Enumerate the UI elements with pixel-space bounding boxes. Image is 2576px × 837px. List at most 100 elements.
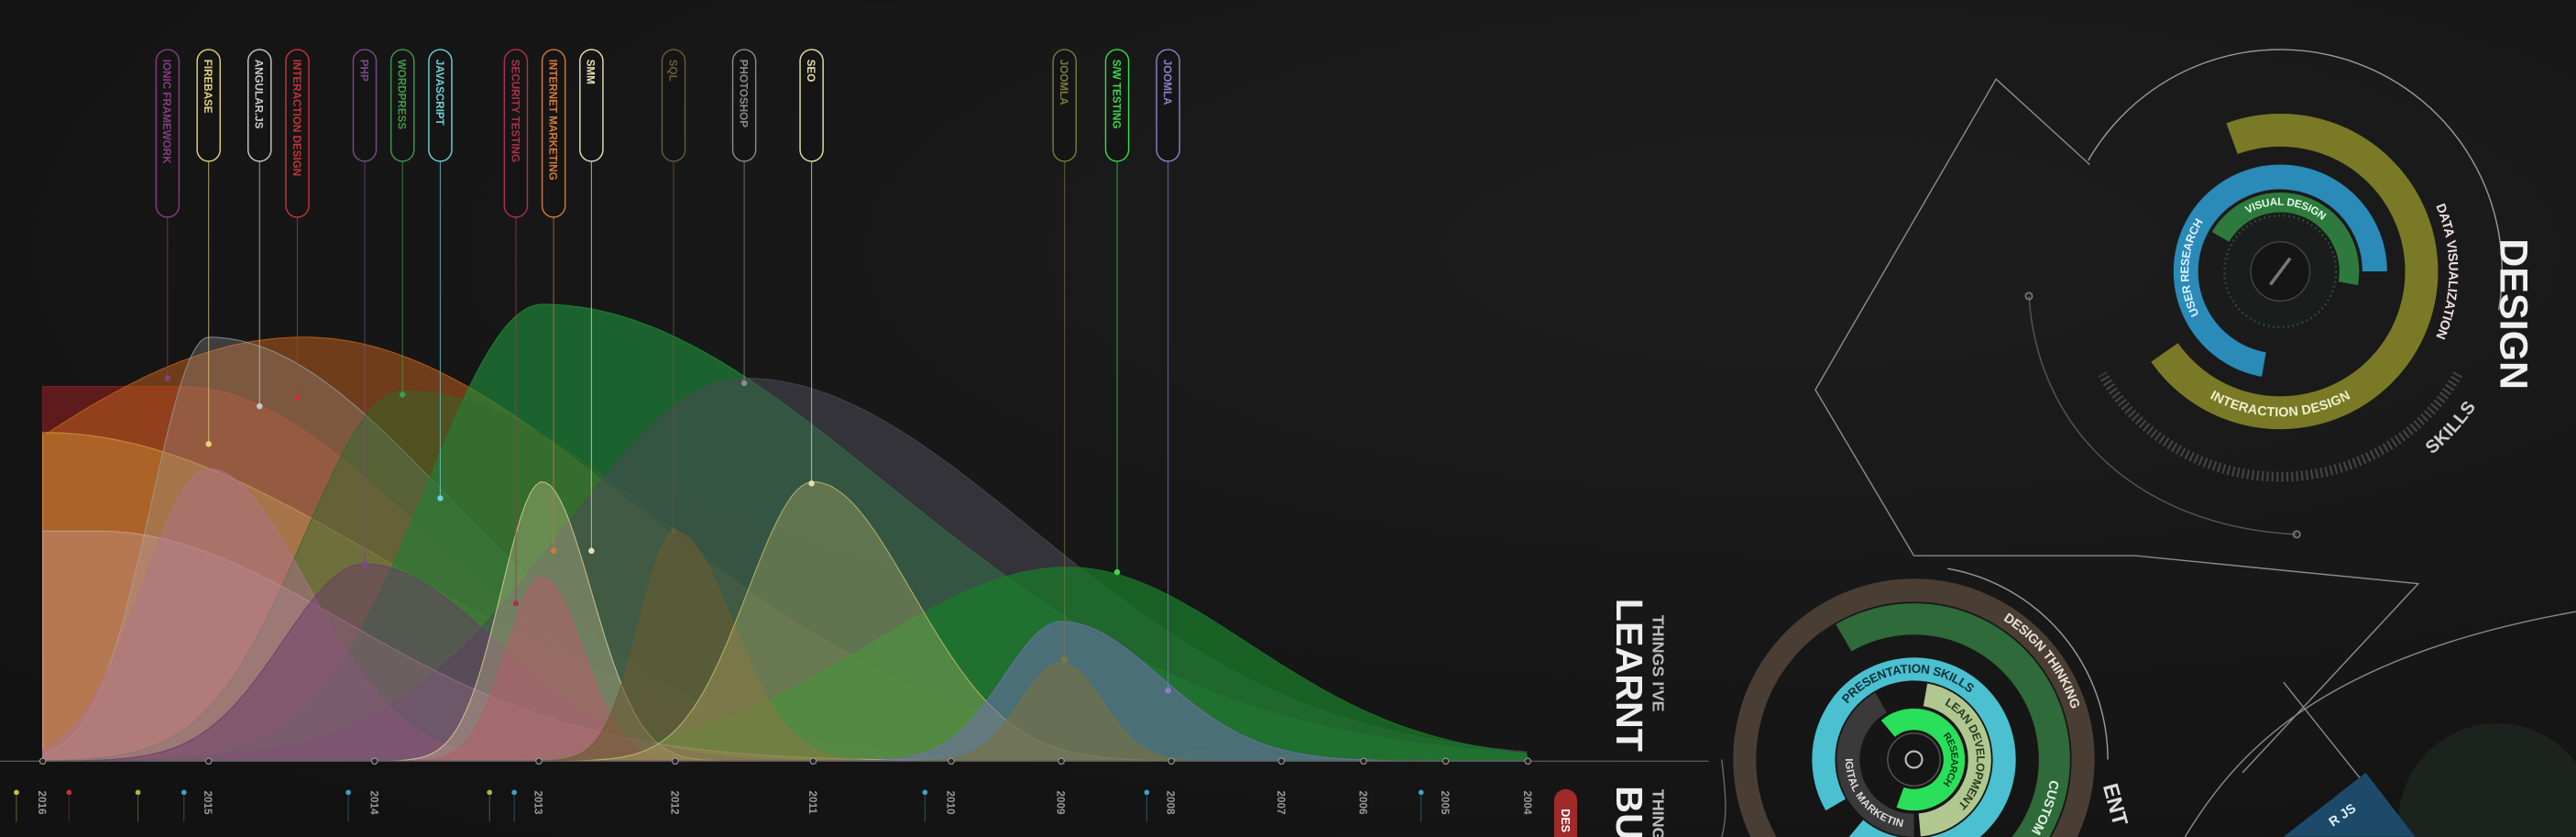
skill-tag-label: JOOMLA — [1058, 60, 1069, 105]
skill-tag-label: JOOMLA — [1161, 60, 1173, 105]
year-label: 2009 — [1055, 791, 1067, 815]
skill-tag-label: SQL — [666, 60, 678, 82]
panel-outline — [2028, 295, 2297, 535]
panel-outline — [2184, 611, 2576, 837]
badge-label: DES — [1559, 809, 1572, 832]
year-label: 2016 — [36, 791, 48, 815]
panel-outline — [1721, 759, 1726, 837]
year-tick — [948, 757, 955, 765]
tag-dot — [740, 380, 748, 387]
section-heading: LEARNT — [1608, 599, 1650, 752]
ring-segment — [2173, 164, 2387, 377]
year-tick — [535, 757, 543, 765]
ring-icon — [2269, 257, 2292, 286]
year-tick — [1277, 757, 1286, 765]
tag-dot — [399, 391, 406, 398]
legend-dot — [345, 789, 351, 796]
tag-dot — [588, 547, 595, 555]
ring-segment — [1812, 657, 2016, 837]
year-tick — [1360, 757, 1367, 765]
year-tick — [370, 757, 378, 765]
ring-core — [1887, 732, 1941, 787]
ring-outline — [2098, 371, 2463, 482]
year-label: 2011 — [806, 791, 818, 815]
legend-dot — [135, 789, 141, 796]
skill-tag-label: INTERNET MARKETING — [546, 60, 558, 181]
skill-tag — [155, 49, 181, 218]
skill-tag-label: JAVASCRIPT — [433, 60, 445, 126]
ring-fragment — [2398, 723, 2576, 837]
legend-dot — [1144, 789, 1150, 796]
skill-tag-label: FIREBASE — [202, 60, 214, 114]
skill-tag — [503, 49, 529, 218]
tag-dot — [670, 528, 677, 534]
skill-tag — [1156, 49, 1180, 162]
skill-tag — [196, 49, 221, 162]
skill-tag — [1104, 49, 1130, 162]
skill-tag-label: SEO — [805, 60, 817, 83]
section-heading-small: THINGS I'VE — [1649, 615, 1667, 712]
ring-segment — [1918, 683, 1991, 837]
skills-chart: IONIC FRAMEWORK FIREBASE ANGULAR.JS INTERAC… — [0, 49, 1709, 837]
badge — [1553, 788, 1578, 837]
legend-dot — [511, 789, 517, 796]
tag-dot — [294, 394, 301, 402]
skill-tag — [731, 49, 757, 162]
year-tick — [672, 757, 679, 765]
skill-tag — [285, 49, 310, 218]
panel-outline — [1814, 78, 2420, 774]
year-tick — [1167, 757, 1175, 765]
skill-tag-label: ANGULAR.JS — [253, 60, 265, 129]
tag-dot — [1113, 568, 1121, 576]
ring-segment — [1836, 692, 1914, 837]
year-label: 2004 — [1521, 791, 1533, 815]
skill-tag — [579, 49, 604, 162]
skill-tag-label: IONIC FRAMEWORK — [160, 60, 172, 164]
year-label: 2012 — [668, 791, 680, 815]
legend-dot — [14, 789, 19, 796]
legend-dot — [922, 789, 928, 796]
skill-tag-label: S/W TESTING — [1110, 60, 1122, 129]
tag-dot — [205, 441, 212, 447]
tag-dot — [1061, 655, 1068, 663]
node — [2292, 530, 2301, 539]
section-heading-small: THINGS I'VE — [1649, 789, 1667, 837]
ring-segment — [1836, 603, 2070, 837]
year-label: 2006 — [1356, 791, 1368, 815]
year-label: 2008 — [1165, 791, 1177, 815]
tag-dot — [361, 560, 368, 567]
node — [2024, 292, 2033, 301]
skill-tag-label: PHP — [357, 60, 369, 82]
skill-tag — [661, 49, 686, 162]
ring-outline — [1947, 567, 2109, 760]
year-tick — [809, 757, 817, 765]
year-label: 2015 — [202, 791, 214, 815]
year-tick — [1441, 757, 1450, 765]
year-label: 2007 — [1275, 791, 1287, 815]
skill-tag — [1052, 49, 1077, 162]
skill-tag — [247, 49, 272, 162]
year-tick — [1058, 757, 1065, 765]
skill-tag — [541, 49, 566, 218]
year-tick — [204, 757, 213, 765]
year-label: 2013 — [532, 791, 544, 815]
ring-segment — [2151, 113, 2439, 430]
tag-dot — [550, 547, 557, 555]
tag-dot — [512, 600, 520, 607]
ring-fragment — [2283, 772, 2416, 837]
skill-tag — [352, 49, 378, 162]
ring-outline — [2088, 49, 2504, 311]
skill-tag — [389, 49, 415, 162]
ring-segment — [1733, 578, 2095, 837]
ring-icon — [1904, 750, 1924, 769]
ring-segment — [1880, 708, 1966, 811]
skill-tag — [428, 49, 453, 162]
ring-segment — [2211, 193, 2360, 285]
year-label: 2014 — [367, 791, 379, 815]
year-label: 2010 — [945, 791, 957, 815]
section-heading: BU — [1608, 786, 1650, 837]
legend-dot — [181, 789, 187, 796]
tag-dot — [437, 495, 444, 501]
tag-dot — [257, 402, 263, 410]
